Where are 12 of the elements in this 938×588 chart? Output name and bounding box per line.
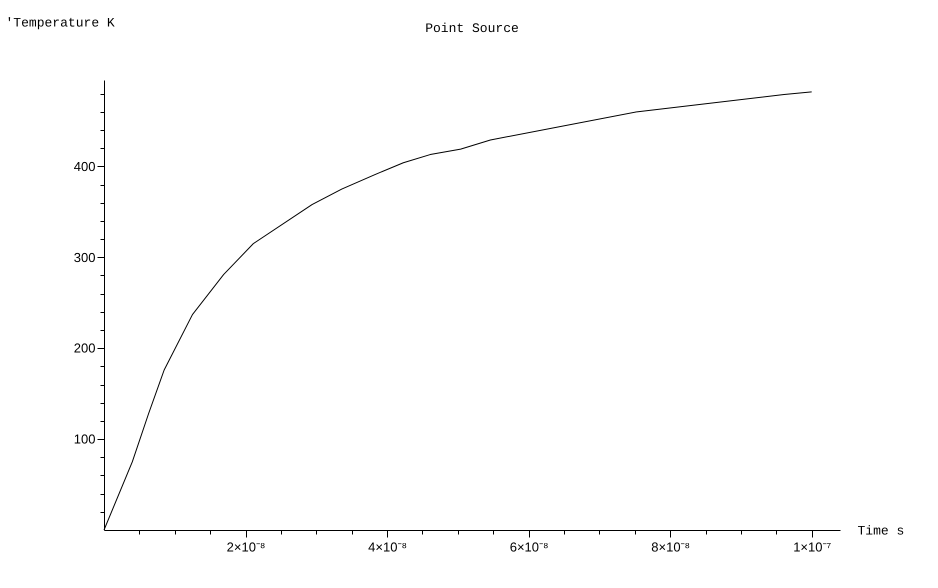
- x-tick-label: 6×10⁻⁸: [510, 540, 549, 554]
- y-tick-label: 100: [74, 432, 96, 447]
- x-tick-label: 4×10⁻⁸: [368, 540, 407, 554]
- y-tick-label: 300: [74, 250, 96, 265]
- x-tick-label: 2×10⁻⁸: [226, 540, 266, 554]
- y-tick-label: 200: [74, 340, 96, 356]
- x-tick-label: 8×10⁻⁸: [651, 540, 690, 554]
- x-axis-title: Time s: [858, 524, 904, 538]
- chart-title: Point Source: [425, 21, 519, 36]
- y-axis-title: 'Temperature K: [6, 16, 115, 30]
- y-tick-label: 400: [74, 158, 96, 174]
- x-tick-label: 1×10⁻⁷: [793, 540, 832, 554]
